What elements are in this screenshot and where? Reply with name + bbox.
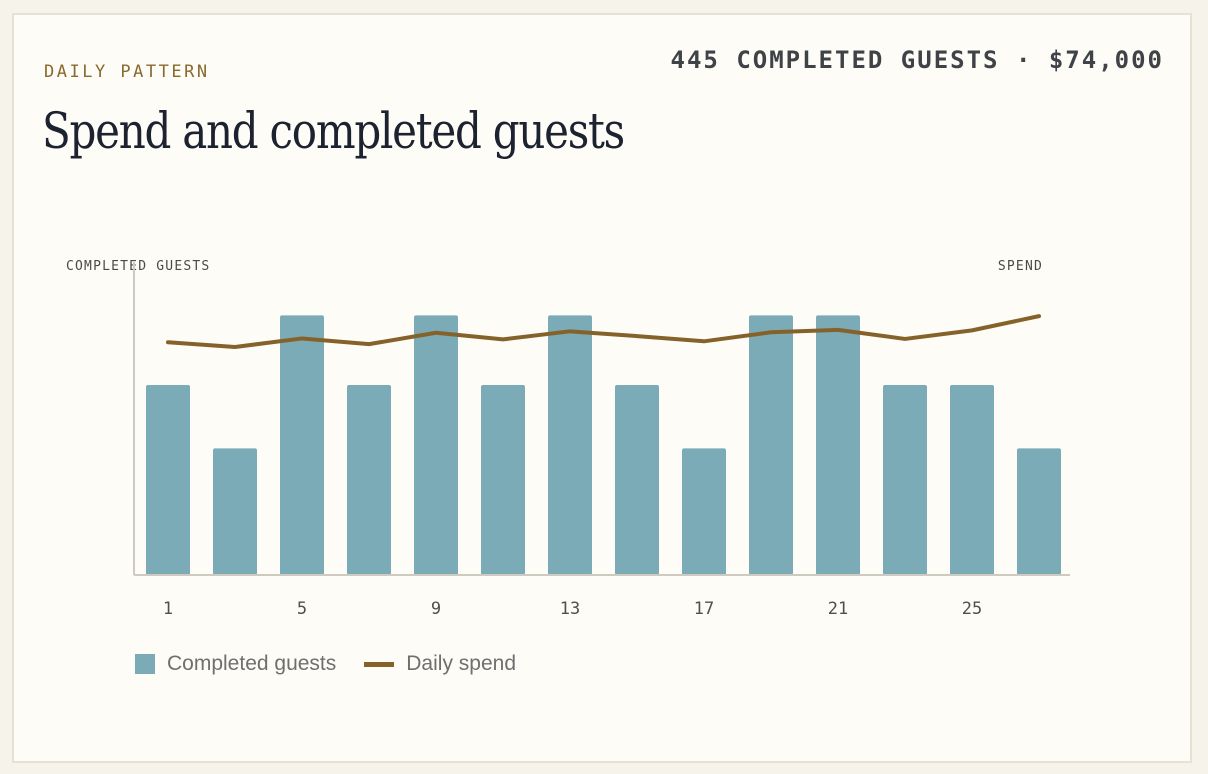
chart-title: Spend and completed guests: [42, 102, 625, 160]
bar-day-11: [481, 385, 525, 575]
bar-day-17: [682, 448, 726, 575]
legend: Completed guests Daily spend: [135, 652, 544, 676]
x-tick-label: 21: [828, 599, 848, 619]
chart-card: [12, 13, 1192, 763]
bar-day-25: [950, 385, 994, 575]
x-tick-label: 9: [431, 599, 441, 619]
x-tick-label: 17: [694, 599, 714, 619]
bar-day-5: [280, 315, 324, 575]
eyebrow-label: DAILY PATTERN: [44, 62, 210, 82]
bar-day-9: [414, 315, 458, 575]
x-tick-label: 25: [962, 599, 982, 619]
x-tick-label: 13: [560, 599, 580, 619]
spend-line: [166, 314, 1041, 349]
legend-label-completed-guests: Completed guests: [167, 652, 337, 675]
legend-item-completed-guests: Completed guests: [135, 652, 336, 676]
legend-item-daily-spend: Daily spend: [364, 652, 516, 676]
legend-swatch-line: [364, 661, 395, 667]
legend-label-daily-spend: Daily spend: [406, 652, 516, 675]
legend-swatch-bar: [135, 654, 155, 674]
bar-day-19: [749, 315, 793, 575]
bar-day-27: [1017, 448, 1061, 575]
x-tick-label: 5: [297, 599, 307, 619]
summary-stats: 445 COMPLETED GUESTS · $74,000: [670, 46, 1164, 74]
bar-day-21: [816, 315, 860, 575]
right-axis-title: SPEND: [998, 259, 1043, 274]
bar-day-15: [615, 385, 659, 575]
bar-day-7: [347, 385, 391, 575]
left-axis-title: COMPLETED GUESTS: [66, 259, 210, 274]
bar-day-3: [213, 448, 257, 575]
bar-day-1: [146, 385, 190, 575]
bar-day-13: [548, 315, 592, 575]
bar-day-23: [883, 385, 927, 575]
x-tick-label: 1: [163, 599, 173, 619]
